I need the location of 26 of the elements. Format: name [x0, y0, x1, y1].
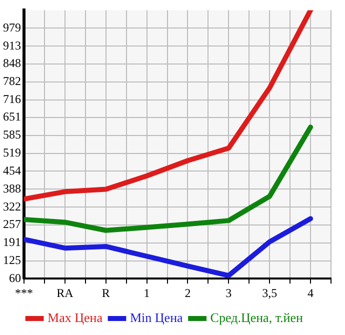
y-tick-label: 60 — [9, 270, 21, 285]
y-tick-label: 979 — [3, 20, 21, 34]
x-tick-label: 4 — [308, 286, 314, 300]
legend-label: Min Цена — [130, 310, 184, 325]
y-tick-label: 191 — [3, 235, 21, 250]
y-tick-label: 125 — [3, 253, 21, 268]
y-tick-label: 848 — [3, 56, 21, 70]
y-tick-label: 716 — [3, 92, 21, 106]
y-tick-label: 388 — [3, 181, 21, 196]
y-tick-label: 913 — [3, 38, 21, 52]
x-tick-label: 3,5 — [262, 286, 278, 300]
y-tick-label: 257 — [3, 217, 21, 232]
y-tick-label: 322 — [3, 199, 21, 214]
x-tick-label: 1 — [144, 286, 150, 300]
y-tick-label: 651 — [3, 110, 21, 124]
y-tick-label: 585 — [3, 128, 21, 142]
legend-label: Сред.Цена, т.йен — [210, 310, 304, 325]
x-tick-label: RA — [56, 286, 74, 300]
legend-label: Max Цена — [48, 310, 103, 325]
x-tick-label: *** — [15, 286, 33, 300]
x-tick-label: R — [102, 286, 110, 300]
x-tick-label: 2 — [184, 286, 191, 300]
x-tick-label: 3 — [226, 286, 232, 300]
y-tick-label: 454 — [3, 163, 21, 178]
y-tick-label: 782 — [3, 74, 21, 88]
y-tick-label: 519 — [3, 146, 21, 160]
